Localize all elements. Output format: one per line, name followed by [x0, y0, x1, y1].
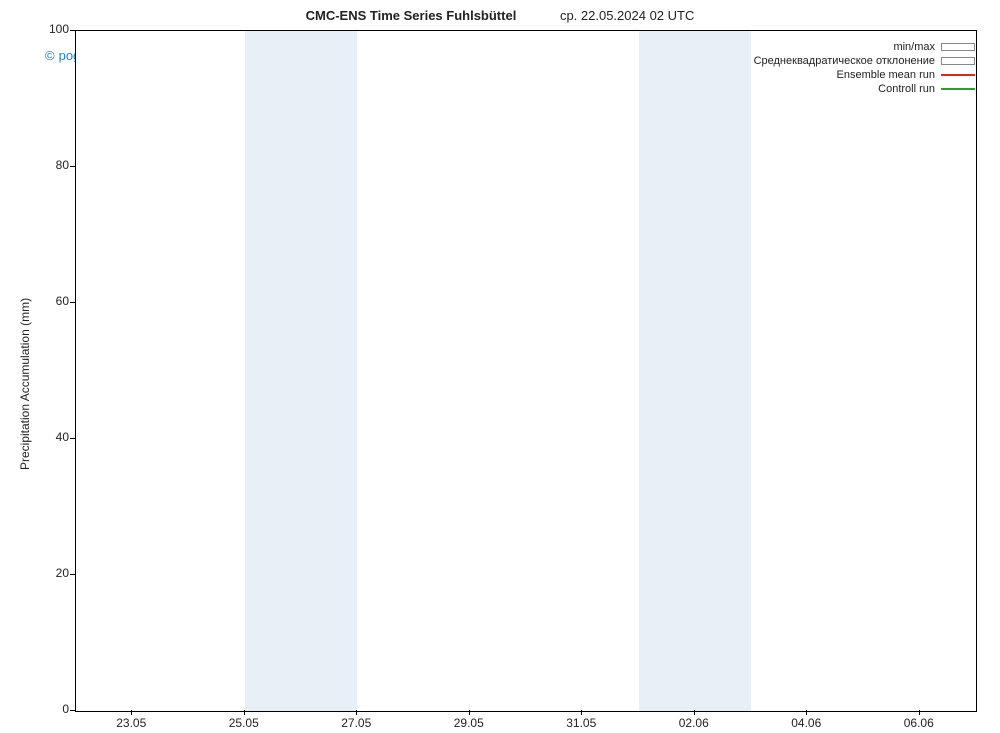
y-axis-label: Precipitation Accumulation (mm) [18, 298, 32, 470]
xtick [356, 710, 357, 715]
ytick [70, 30, 75, 31]
xtick-label: 29.05 [449, 716, 489, 730]
legend-item: min/max [754, 40, 975, 54]
ytick [70, 302, 75, 303]
plot-area [75, 30, 977, 712]
legend-label: min/max [893, 41, 935, 53]
ytick [70, 166, 75, 167]
ytick-label: 40 [39, 430, 69, 444]
xtick [131, 710, 132, 715]
legend-item: Среднеквадратическое отклонение [754, 54, 975, 68]
xtick-label: 25.05 [224, 716, 264, 730]
ytick-label: 20 [39, 566, 69, 580]
ytick-label: 80 [39, 158, 69, 172]
copyright-symbol: © [45, 48, 55, 63]
xtick-label: 23.05 [111, 716, 151, 730]
legend-swatch [941, 42, 975, 52]
xtick [581, 710, 582, 715]
xtick [469, 710, 470, 715]
legend-label: Ensemble mean run [837, 69, 935, 81]
chart-date: ср. 22.05.2024 02 UTC [560, 8, 694, 23]
legend-label: Controll run [878, 83, 935, 95]
ytick [70, 710, 75, 711]
xtick [806, 710, 807, 715]
legend-swatch [941, 84, 975, 94]
legend-item: Ensemble mean run [754, 68, 975, 82]
legend: min/max Среднеквадратическое отклонение En… [754, 40, 975, 96]
chart-title: CMC-ENS Time Series Fuhlsbüttel [306, 8, 517, 23]
ytick-label: 100 [39, 22, 69, 36]
weekend-shade [639, 31, 752, 711]
xtick-label: 31.05 [561, 716, 601, 730]
xtick-label: 06.06 [899, 716, 939, 730]
xtick [244, 710, 245, 715]
ytick-label: 60 [39, 294, 69, 308]
ytick [70, 574, 75, 575]
xtick [919, 710, 920, 715]
ytick-label: 0 [39, 702, 69, 716]
legend-swatch [941, 56, 975, 66]
xtick-label: 02.06 [674, 716, 714, 730]
weekend-shade [245, 31, 358, 711]
xtick [694, 710, 695, 715]
legend-item: Controll run [754, 82, 975, 96]
ytick [70, 438, 75, 439]
legend-label: Среднеквадратическое отклонение [754, 55, 935, 67]
legend-swatch [941, 70, 975, 80]
xtick-label: 27.05 [336, 716, 376, 730]
xtick-label: 04.06 [786, 716, 826, 730]
